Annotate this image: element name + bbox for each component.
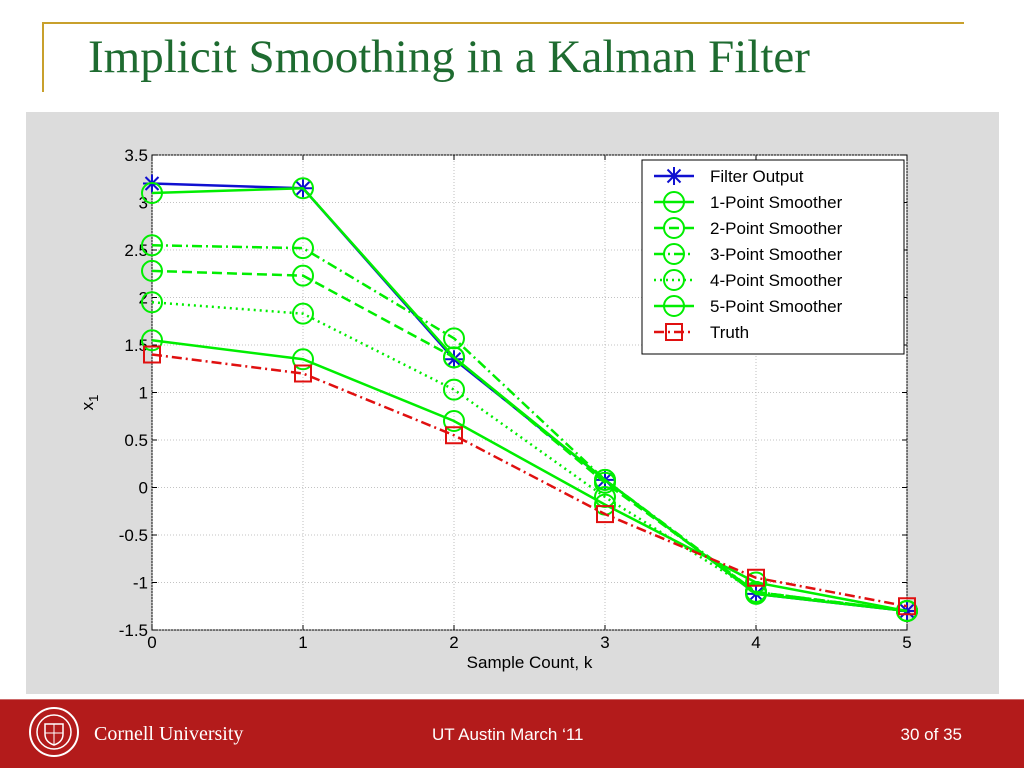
legend-marker-6 [665,323,683,341]
footer-divider [0,699,1024,700]
series-4-point [443,378,465,401]
footer-bar [0,699,1024,768]
series-3-point [594,468,616,491]
legend-marker-4 [663,269,685,291]
series-line-6 [151,353,908,608]
series-5-point [292,348,314,371]
legend-label-2: 2-Point Smoother [710,219,843,238]
y-tick-label: 3.5 [124,146,148,165]
y-tick-label: -0.5 [119,526,148,545]
legend-marker-1 [663,191,685,213]
legend-marker-5 [663,295,685,317]
x-tick-label: 1 [298,633,307,652]
x-tick-label: 2 [449,633,458,652]
legend-label-3: 3-Point Smoother [710,245,843,264]
legend-label-4: 4-Point Smoother [710,271,843,290]
asterisk-stroke [666,168,682,184]
x-tick-label: 0 [147,633,156,652]
x-tick-label: 5 [902,633,911,652]
series-line-1 [151,186,908,613]
page-number: 30 of 35 [900,725,962,744]
series-1-point [292,177,314,200]
legend-label-5: 5-Point Smoother [710,297,843,316]
series-6-point [898,597,916,616]
legend-box [641,159,905,355]
series-line-2 [151,269,908,613]
x-tick-label: 4 [751,633,760,652]
series-2-point [141,259,163,282]
y-tick-label: -1.5 [119,621,148,640]
series-4-point [292,302,314,325]
series-line-5 [151,339,908,613]
legend-label-1: 1-Point Smoother [710,193,843,212]
cornell-seal-icon [29,707,79,757]
series-5-point [141,329,163,352]
series-2-point [292,264,314,287]
series-5-point [896,600,918,622]
series-6-point [596,505,614,524]
talk-label: UT Austin March ‘11 [432,725,584,744]
title-accent-vertical-rule [42,22,44,92]
series-6-point [747,568,765,587]
series-5-point [443,410,465,432]
series-6-point [143,345,161,364]
x-axis-label: Sample Count, k [467,653,593,672]
y-tick-label: 0.5 [124,431,148,450]
legend-marker-2 [663,217,685,239]
y-tick-label: 1 [139,384,148,403]
slide-title: Implicit Smoothing in a Kalman Filter [88,31,810,83]
legend-marker-3 [663,243,685,265]
y-tick-label: 0 [139,479,148,498]
legend-label-6: Truth [710,323,749,342]
plot-panel: 0 1 2 3 4 5 -1.5 -1 -0.5 0 0.5 1 1.5 2 2.5 3 3.5 Sample C… [26,112,999,694]
series-5-point [745,571,767,594]
series-3-point [141,234,163,257]
asterisk-stroke [446,352,462,367]
series-3-point [443,327,465,350]
legend-marker-0 [665,167,683,185]
series-3-point [292,237,314,260]
title-accent-horizontal-rule [42,22,964,24]
series-1-point [141,182,163,204]
university-name: Cornell University [94,723,244,745]
series-line-4 [151,301,908,613]
y-tick-label: -1 [133,574,148,593]
legend-label-0: Filter Output [710,167,804,186]
y-axis-label: x1 [78,395,101,411]
x-tick-label: 3 [600,633,609,652]
series-6-point [294,364,312,383]
series-6-point [445,426,463,445]
series-4-point [141,291,163,314]
y-tick-label: 3 [139,194,148,213]
